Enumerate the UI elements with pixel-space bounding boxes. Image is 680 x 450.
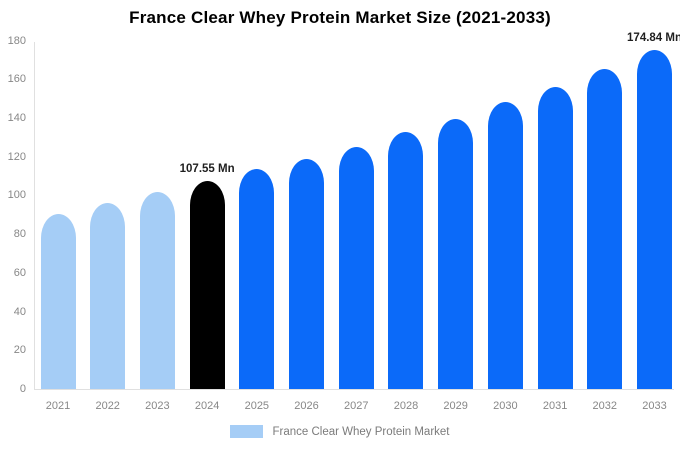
bar-2025 <box>239 169 275 389</box>
x-tick-2031: 2031 <box>542 400 568 412</box>
y-axis-line <box>34 42 35 389</box>
bar-2032 <box>587 68 623 389</box>
x-tick-2026: 2026 <box>294 400 319 412</box>
bar-value-label-2033: 174.84 Mn <box>627 32 680 45</box>
bar-value-label-2024: 107.55 Mn <box>179 162 235 175</box>
bar-2031 <box>537 86 573 389</box>
bar-2030 <box>487 102 523 389</box>
x-tick-2028: 2028 <box>393 400 419 412</box>
bar-2023 <box>139 192 175 389</box>
y-tick-120: 120 <box>7 150 26 163</box>
x-tick-2030: 2030 <box>493 400 518 412</box>
y-tick-140: 140 <box>7 111 26 124</box>
y-tick-160: 160 <box>7 73 26 86</box>
bar-2024 <box>189 180 225 389</box>
x-tick-2024: 2024 <box>194 400 220 412</box>
x-tick-2022: 2022 <box>95 400 120 412</box>
legend-label: France Clear Whey Protein Market <box>272 425 450 438</box>
y-tick-20: 20 <box>13 344 26 357</box>
bar-2028 <box>388 132 424 389</box>
bar-2027 <box>338 146 374 389</box>
y-tick-180: 180 <box>7 34 26 47</box>
x-tick-2033: 2033 <box>642 400 667 412</box>
y-tick-60: 60 <box>13 266 26 279</box>
y-tick-0: 0 <box>19 383 26 395</box>
bar-2022 <box>90 203 126 389</box>
bar-2033 <box>637 50 673 389</box>
bar-2026 <box>289 158 325 389</box>
bar-2029 <box>438 118 474 389</box>
y-tick-80: 80 <box>13 228 26 241</box>
x-axis-line <box>34 389 674 390</box>
y-tick-100: 100 <box>7 189 26 202</box>
bar-2021 <box>40 213 76 389</box>
x-tick-2029: 2029 <box>443 400 468 412</box>
x-tick-2021: 2021 <box>45 400 71 412</box>
legend-swatch-icon <box>230 425 264 438</box>
x-tick-2027: 2027 <box>344 400 369 412</box>
x-tick-2032: 2032 <box>592 400 618 412</box>
legend[interactable]: France Clear Whey Protein Market <box>0 425 680 438</box>
x-tick-2025: 2025 <box>244 400 270 412</box>
x-tick-2023: 2023 <box>145 400 170 412</box>
chart-title: France Clear Whey Protein Market Size (2… <box>129 8 551 27</box>
y-tick-40: 40 <box>13 305 26 318</box>
